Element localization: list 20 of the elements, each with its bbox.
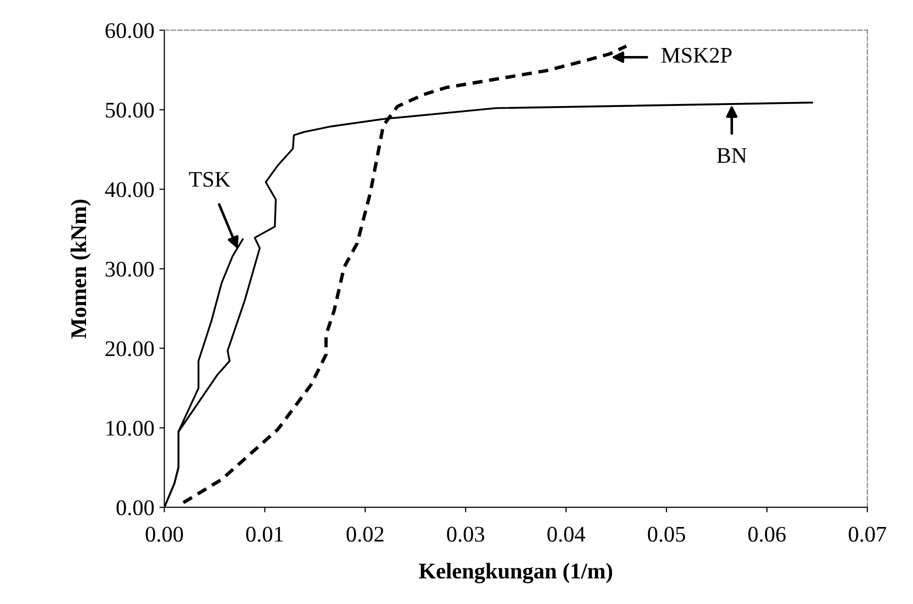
y-tick-label: 0.00 — [116, 500, 154, 516]
x-tick-label: 0.04 — [547, 526, 586, 542]
x-tick-label: 0.01 — [246, 526, 283, 542]
annotation: BN — [716, 148, 747, 163]
y-tick-label: 20.00 — [106, 341, 154, 356]
x-tick-label: 0.02 — [346, 526, 384, 542]
y-tick-label: 50.00 — [106, 102, 154, 118]
x-tick-label: 0.07 — [848, 526, 886, 542]
x-axis-title: Kelengkungan (1/m) — [418, 562, 612, 584]
annotation: TSK — [188, 172, 230, 187]
y-tick-label: 30.00 — [106, 262, 154, 277]
x-tick-label: 0.06 — [748, 526, 786, 542]
y-axis-title: Momen (kNm) — [70, 200, 91, 338]
annotation: MSK2P — [661, 48, 732, 63]
y-tick-label: 40.00 — [105, 182, 154, 198]
y-tick-label: 10.00 — [106, 420, 154, 436]
x-tick-label: 0.05 — [648, 526, 686, 542]
x-tick-label: 0.03 — [447, 526, 484, 542]
x-tick-label: 0.00 — [146, 526, 183, 542]
y-tick-label: 60.00 — [106, 23, 154, 38]
